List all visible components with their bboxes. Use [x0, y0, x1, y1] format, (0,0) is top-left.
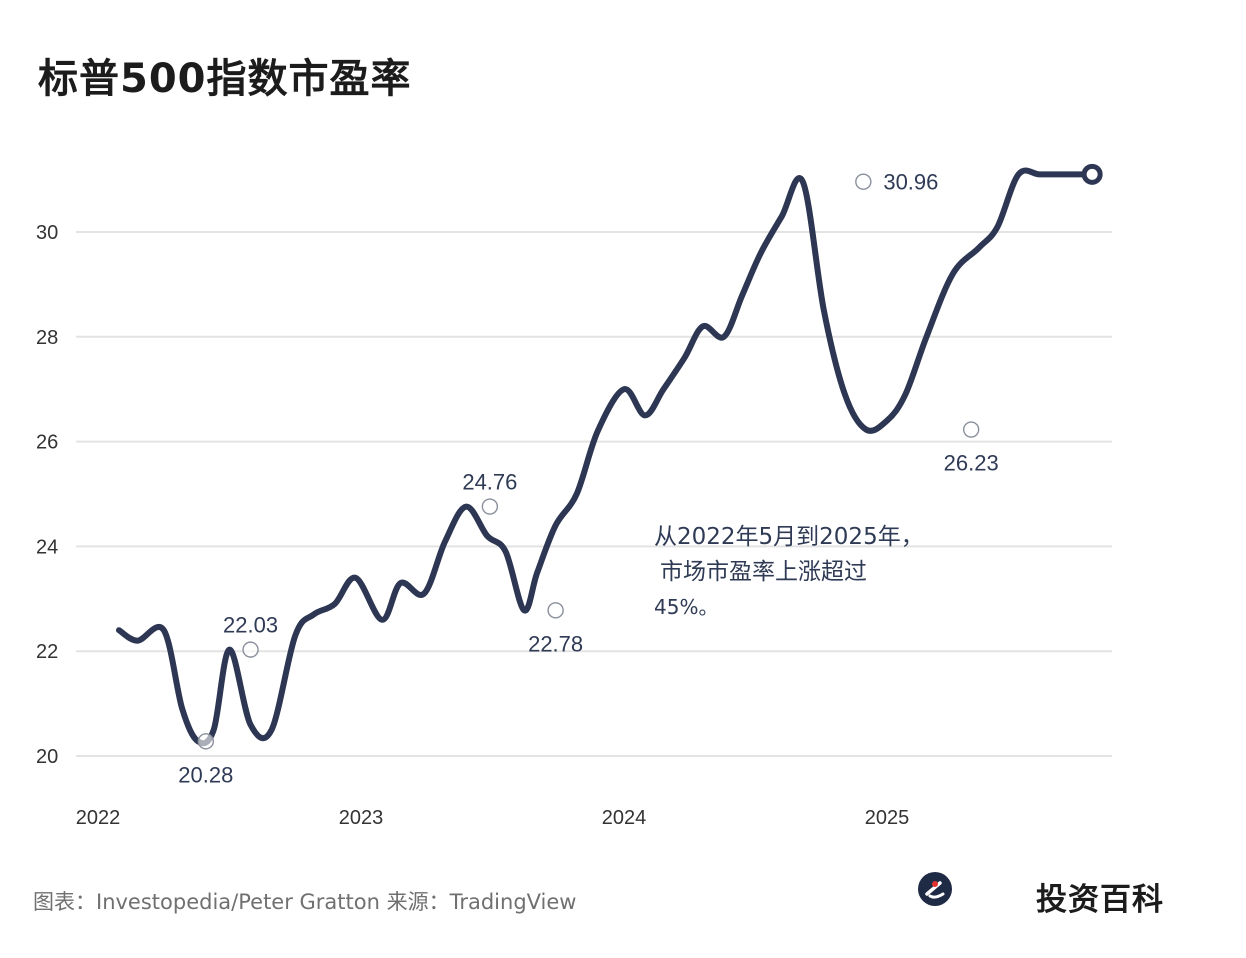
x-tick-label: 2024	[602, 807, 647, 829]
footer-credit: 图表：Investopedia/Peter Gratton 来源：Trading…	[33, 890, 577, 914]
data-label: 26.23	[944, 451, 999, 476]
brand: 投资百科	[918, 872, 1163, 918]
data-label: 30.96	[883, 170, 938, 195]
annotation-line-1: 从2022年5月到2025年，	[654, 524, 924, 550]
brand-name: 投资百科	[1036, 882, 1164, 918]
x-tick-label: 2023	[339, 807, 384, 829]
series-line	[116, 167, 1096, 747]
series-end-marker	[1081, 163, 1103, 185]
annotation-line-2: 市场市盈率上涨超过	[660, 559, 867, 585]
chart-title: 标普500指数市盈率	[38, 56, 412, 102]
investopedia-logo-icon	[918, 872, 952, 906]
y-tick-label: 28	[36, 327, 58, 349]
y-tick-label: 30	[36, 222, 58, 244]
data-label: 24.76	[462, 470, 517, 495]
x-tick-label: 2025	[865, 807, 910, 829]
x-tick-label: 2022	[76, 807, 121, 829]
annotation-note: 从2022年5月到2025年， 市场市盈率上涨超过 45%。	[654, 520, 954, 625]
annotation-line-3: 45%。	[654, 595, 719, 619]
data-point-marker	[197, 733, 215, 750]
y-tick-label: 20	[36, 746, 58, 768]
data-label: 22.78	[528, 631, 583, 656]
data-point-marker	[962, 421, 980, 438]
y-tick-label: 22	[36, 641, 58, 663]
grid-layer	[76, 231, 1112, 757]
y-tick-label: 26	[36, 432, 58, 454]
y-tick-label: 24	[36, 536, 58, 558]
data-point-marker	[242, 641, 259, 658]
data-point-marker	[481, 498, 499, 515]
data-point-marker	[547, 602, 564, 619]
data-point-marker	[855, 173, 872, 190]
point-layer: 20.28 22.03 24.76 22.78 30.96 26.23	[178, 163, 1103, 787]
series-layer	[116, 167, 1096, 747]
data-label: 20.28	[178, 762, 233, 787]
data-label: 22.03	[223, 613, 278, 638]
